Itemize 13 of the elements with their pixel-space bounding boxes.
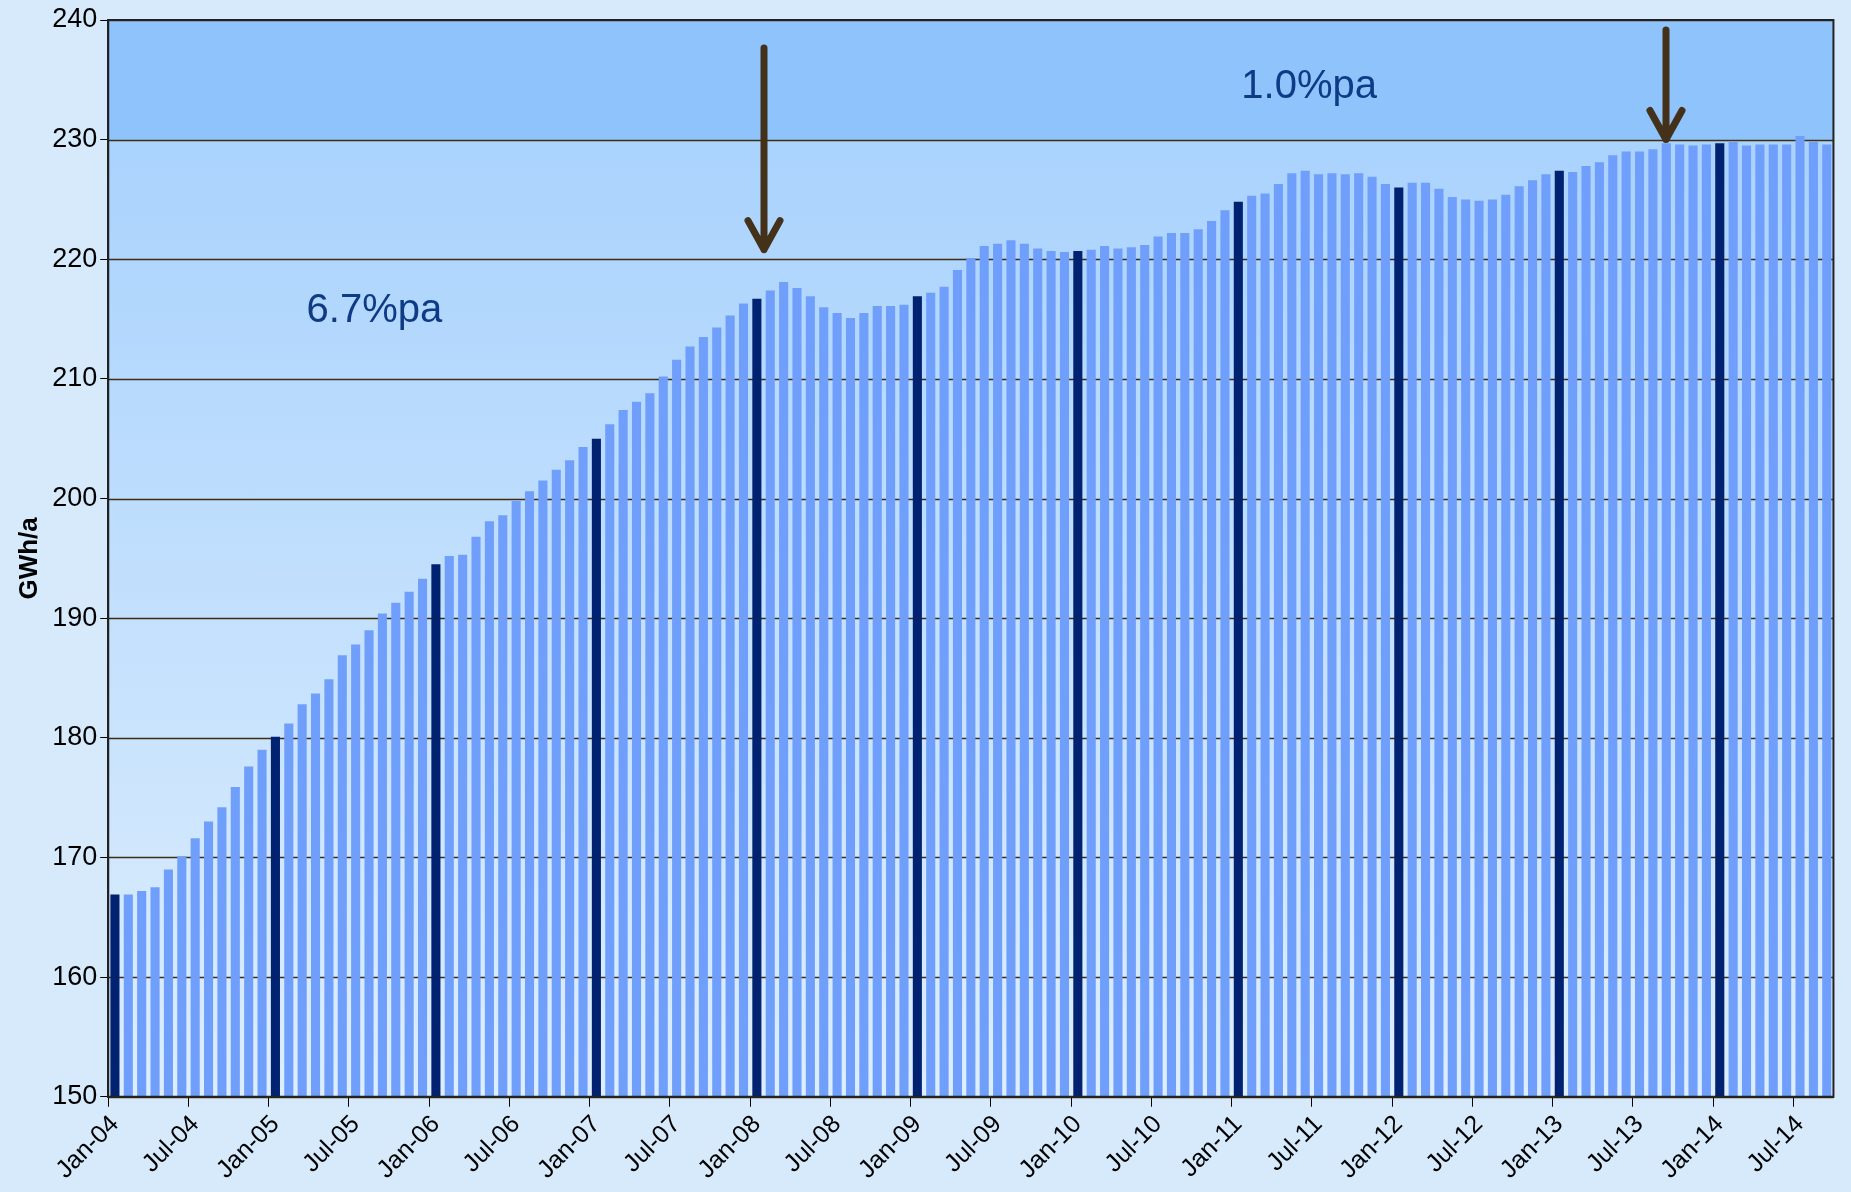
annotation: 6.7%pa — [306, 285, 443, 330]
y-tick-label: 170 — [52, 840, 98, 871]
y-tick-label: 210 — [52, 362, 98, 393]
y-tick-label: 220 — [52, 242, 98, 273]
y-tick-label: 190 — [52, 601, 98, 632]
y-tick-label: 180 — [52, 721, 98, 752]
y-tick-label: 200 — [52, 482, 98, 512]
y-tick-label: 240 — [52, 3, 98, 34]
y-tick-label: 150 — [52, 1080, 98, 1111]
y-tick-label: 160 — [52, 960, 98, 991]
y-axis-title: GWh/a — [12, 516, 43, 600]
annotation: 1.0%pa — [1241, 62, 1378, 107]
y-tick-label: 230 — [52, 123, 98, 154]
